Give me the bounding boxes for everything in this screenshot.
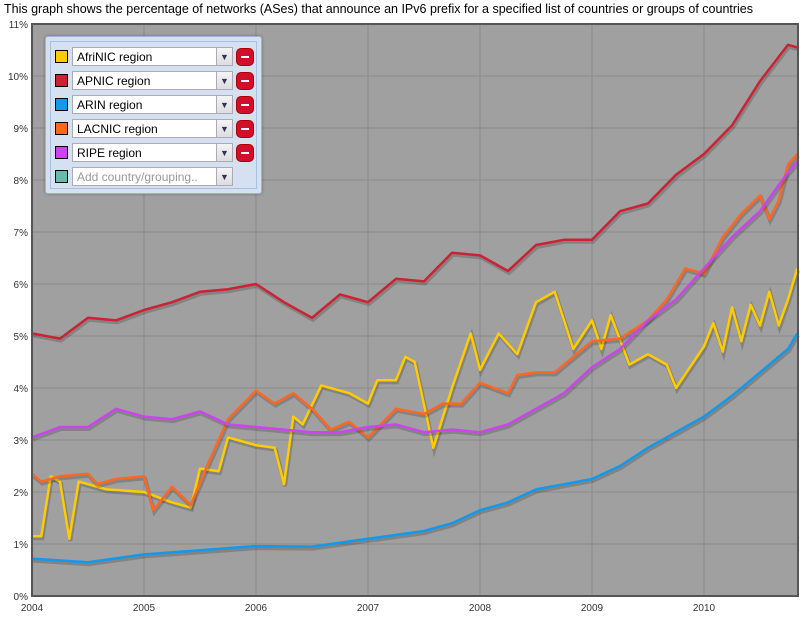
y-tick-label: 1% [14,540,29,551]
y-tick-label: 8% [14,176,29,187]
y-tick-label: 7% [14,228,29,239]
y-tick-label: 11% [9,20,28,31]
chart-title: This graph shows the percentage of netwo… [4,2,754,16]
color-swatch[interactable] [55,74,68,87]
color-swatch[interactable] [55,98,68,111]
legend-panel: AfriNIC region ▼ APNIC region ▼ ARIN reg… [45,36,262,194]
series-shadow [32,44,799,343]
series-line-arin [31,332,799,564]
minus-circle-icon[interactable] [236,119,254,138]
series-line-ripe [31,160,799,439]
x-tick-label: 2007 [357,603,380,614]
x-tick-label: 2008 [469,603,492,614]
series-select[interactable]: APNIC region [72,71,217,90]
color-swatch[interactable] [55,50,68,63]
y-tick-label: 0% [14,592,29,603]
y-tick-label: 6% [14,280,29,291]
chevron-down-icon[interactable]: ▼ [217,95,233,114]
minus-circle-icon[interactable] [236,143,254,162]
add-series-row: Add country/grouping.. ▼ [55,166,233,187]
color-swatch[interactable] [55,122,68,135]
x-tick-label: 2009 [581,603,604,614]
legend-list: AfriNIC region ▼ APNIC region ▼ ARIN reg… [50,41,257,189]
legend-item-lacnic: LACNIC region ▼ [55,118,254,139]
y-tick-label: 3% [14,436,29,447]
series-line-apnic [31,43,798,340]
series-select[interactable]: AfriNIC region [72,47,217,66]
add-country-input[interactable]: Add country/grouping.. [72,167,217,186]
x-tick-label: 2005 [133,603,156,614]
series-line-afrinic [32,268,799,541]
legend-item-arin: ARIN region ▼ [55,94,254,115]
color-swatch[interactable] [55,170,68,183]
chevron-down-icon[interactable]: ▼ [217,143,233,162]
minus-circle-icon[interactable] [236,47,254,66]
x-tick-label: 2004 [21,603,44,614]
minus-circle-icon[interactable] [236,71,254,90]
series-select[interactable]: RIPE region [72,143,217,162]
legend-item-apnic: APNIC region ▼ [55,70,254,91]
x-tick-label: 2010 [693,603,716,614]
y-tick-label: 5% [14,332,29,343]
plot-border [31,23,799,597]
chevron-down-icon[interactable]: ▼ [217,47,233,66]
series-select[interactable]: LACNIC region [72,119,217,138]
minus-circle-icon[interactable] [236,95,254,114]
y-tick-label: 4% [14,384,29,395]
legend-item-afrinic: AfriNIC region ▼ [55,46,254,67]
series-line-lacnic [31,153,799,512]
series-select[interactable]: ARIN region [72,95,217,114]
chevron-down-icon[interactable]: ▼ [217,119,233,138]
chevron-down-icon[interactable]: ▼ [217,167,233,186]
y-tick-label: 2% [14,488,29,499]
chevron-down-icon[interactable]: ▼ [217,71,233,90]
series-shadow [32,334,801,567]
series-shadow [32,162,800,442]
x-tick-label: 2006 [245,603,268,614]
y-tick-label: 10% [8,72,28,83]
color-swatch[interactable] [55,146,68,159]
legend-item-ripe: RIPE region ▼ [55,142,254,163]
y-tick-label: 9% [14,124,29,135]
